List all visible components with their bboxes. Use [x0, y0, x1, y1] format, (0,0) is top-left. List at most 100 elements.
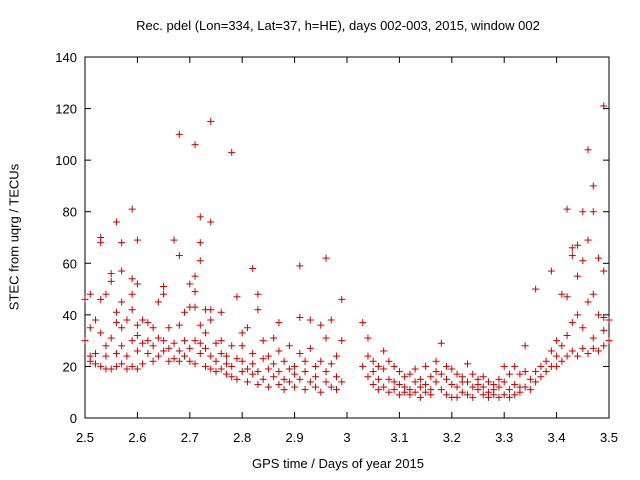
data-point [306, 344, 314, 352]
data-point [249, 360, 257, 368]
data-point [160, 337, 168, 345]
data-point [306, 378, 314, 386]
data-point [390, 378, 398, 386]
data-point [600, 326, 608, 334]
data-point [416, 393, 424, 401]
data-point [526, 375, 534, 383]
data-point [484, 378, 492, 386]
data-point [291, 370, 299, 378]
data-point [422, 380, 430, 388]
data-point [228, 362, 236, 370]
data-point [202, 329, 210, 337]
data-point [374, 386, 382, 394]
data-point [128, 290, 136, 298]
data-point [285, 342, 293, 350]
data-point [249, 350, 257, 358]
data-point [270, 334, 278, 342]
data-points [81, 102, 613, 401]
data-point [479, 383, 487, 391]
data-point [595, 254, 603, 262]
data-point [437, 370, 445, 378]
data-point [553, 337, 561, 345]
y-tick-label: 80 [63, 205, 77, 220]
data-point [217, 365, 225, 373]
data-point [238, 342, 246, 350]
data-point [196, 257, 204, 265]
data-point [422, 362, 430, 370]
data-point [264, 365, 272, 373]
data-point [133, 347, 141, 355]
data-point [186, 357, 194, 365]
data-point [327, 383, 335, 391]
data-point [118, 324, 126, 332]
data-point [149, 357, 157, 365]
data-point [600, 267, 608, 275]
data-point [91, 350, 99, 358]
data-point [574, 241, 582, 249]
data-point [411, 365, 419, 373]
data-point [165, 357, 173, 365]
data-point [170, 355, 178, 363]
data-point [217, 337, 225, 345]
data-point [181, 337, 189, 345]
data-point [191, 141, 199, 149]
data-point [196, 321, 204, 329]
y-tick-label: 0 [70, 411, 77, 426]
data-point [563, 331, 571, 339]
data-point [505, 386, 513, 394]
data-point [228, 373, 236, 381]
data-point [542, 368, 550, 376]
data-point [196, 350, 204, 358]
data-point [259, 355, 267, 363]
data-point [312, 362, 320, 370]
data-point [243, 324, 251, 332]
data-point [254, 380, 262, 388]
data-point [443, 375, 451, 383]
data-point [458, 373, 466, 381]
data-point [259, 337, 267, 345]
x-tick-label: 3.4 [548, 430, 566, 445]
data-point [495, 393, 503, 401]
data-point [133, 280, 141, 288]
data-point [464, 360, 472, 368]
data-point [196, 339, 204, 347]
data-point [97, 234, 105, 241]
data-point [112, 308, 120, 316]
data-point [589, 334, 597, 342]
data-point [296, 262, 304, 270]
data-point [532, 285, 540, 293]
data-point [112, 218, 120, 226]
data-point [191, 303, 199, 311]
data-point [202, 362, 210, 370]
data-point [568, 319, 576, 327]
data-point [128, 337, 136, 345]
data-point [264, 352, 272, 360]
data-point [154, 298, 162, 306]
data-point [207, 218, 215, 226]
data-point [97, 362, 105, 370]
data-point [380, 365, 388, 373]
data-point [333, 352, 341, 360]
data-point [322, 334, 330, 342]
data-point [563, 352, 571, 360]
data-point [186, 280, 194, 288]
data-point [107, 365, 115, 373]
y-tick-label: 60 [63, 256, 77, 271]
data-point [369, 357, 377, 365]
data-point [207, 352, 215, 360]
data-point [500, 391, 508, 399]
data-point [558, 357, 566, 365]
x-tick-label: 2.8 [233, 430, 251, 445]
data-point [249, 264, 257, 272]
data-point [495, 383, 503, 391]
data-point [301, 368, 309, 376]
data-point [584, 236, 592, 244]
data-point [574, 272, 582, 280]
data-point [495, 375, 503, 383]
x-axis-label: GPS time / Days of year 2015 [252, 456, 424, 471]
data-point [291, 362, 299, 370]
data-point [521, 383, 529, 391]
data-point [306, 316, 314, 324]
data-point [207, 365, 215, 373]
data-point [322, 254, 330, 262]
